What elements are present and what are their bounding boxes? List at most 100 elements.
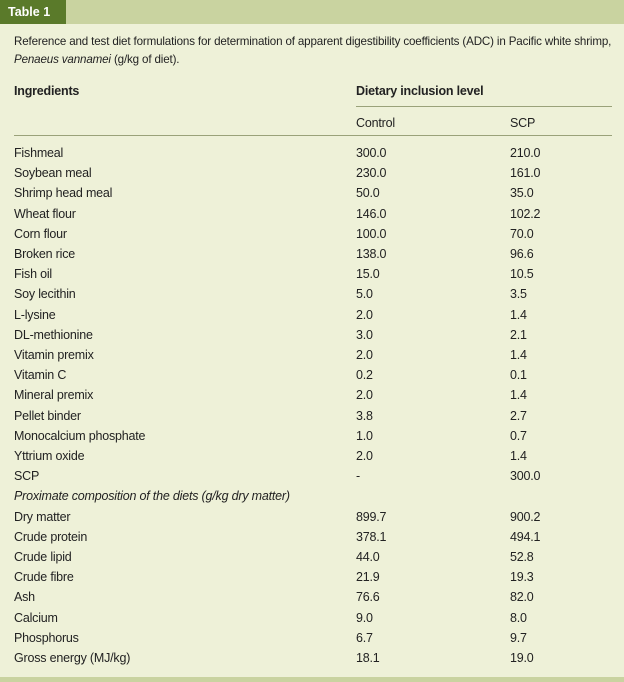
inclusion-rule (356, 106, 612, 107)
cell-ingredient: Soy lecithin (14, 287, 76, 301)
table-row: Vitamin premix 2.0 1.4 (0, 345, 624, 365)
header-control: Control (356, 116, 395, 130)
cell-ingredient: Monocalcium phosphate (14, 429, 146, 443)
cell-ingredient: Gross energy (MJ/kg) (14, 651, 131, 665)
cell-ingredient: Fishmeal (14, 146, 64, 160)
cell-ingredient: Vitamin premix (14, 348, 94, 362)
table-row: Crude lipid 44.0 52.8 (0, 547, 624, 567)
cell-scp: 1.4 (510, 348, 527, 362)
cell-scp: 1.4 (510, 388, 527, 402)
cell-scp: 1.4 (510, 449, 527, 463)
cell-ingredient: Corn flour (14, 227, 67, 241)
cell-control: 3.8 (356, 409, 373, 423)
cell-control: - (356, 469, 360, 483)
cell-scp: 494.1 (510, 530, 541, 544)
cell-scp: 70.0 (510, 227, 534, 241)
cell-scp: 300.0 (510, 469, 541, 483)
cell-control: 378.1 (356, 530, 387, 544)
table-row: Pellet binder 3.8 2.7 (0, 406, 624, 426)
cell-control: 138.0 (356, 247, 387, 261)
table-caption: Reference and test diet formulations for… (14, 33, 614, 69)
cell-ingredient: Broken rice (14, 247, 76, 261)
cell-ingredient: L-lysine (14, 308, 56, 322)
bottom-band (0, 677, 624, 682)
cell-scp: 10.5 (510, 267, 534, 281)
cell-ingredient: Yttrium oxide (14, 449, 85, 463)
cell-scp: 0.1 (510, 368, 527, 382)
table-row: Shrimp head meal 50.0 35.0 (0, 183, 624, 203)
cell-control: 9.0 (356, 611, 373, 625)
cell-scp: 9.7 (510, 631, 527, 645)
cell-scp: 52.8 (510, 550, 534, 564)
caption-suffix: (g/kg of diet). (110, 53, 180, 66)
cell-control: 15.0 (356, 267, 380, 281)
cell-ingredient: Phosphorus (14, 631, 79, 645)
cell-ingredient: Ash (14, 590, 35, 604)
table-row: Fishmeal 300.0 210.0 (0, 143, 624, 163)
cell-ingredient: Shrimp head meal (14, 186, 113, 200)
caption-species: Penaeus vannamei (14, 53, 111, 66)
cell-control: 2.0 (356, 449, 373, 463)
cell-control: 6.7 (356, 631, 373, 645)
cell-scp: 82.0 (510, 590, 534, 604)
cell-ingredient: Mineral premix (14, 388, 94, 402)
table-row: Mineral premix 2.0 1.4 (0, 385, 624, 405)
cell-scp: 1.4 (510, 308, 527, 322)
header-inclusion: Dietary inclusion level (356, 84, 484, 98)
cell-scp: 96.6 (510, 247, 534, 261)
cell-scp: 3.5 (510, 287, 527, 301)
cell-scp: 19.3 (510, 570, 534, 584)
cell-ingredient: SCP (14, 469, 40, 483)
cell-ingredient: Vitamin C (14, 368, 67, 382)
cell-control: 1.0 (356, 429, 373, 443)
cell-scp: 2.1 (510, 328, 527, 342)
cell-control: 18.1 (356, 651, 380, 665)
header-ingredients: Ingredients (14, 84, 80, 98)
table-row: Ash 76.6 82.0 (0, 587, 624, 607)
table-row: DL-methionine 3.0 2.1 (0, 325, 624, 345)
caption-text: Reference and test diet formulations for… (14, 35, 612, 48)
cell-scp: 102.2 (510, 207, 541, 221)
table-row: L-lysine 2.0 1.4 (0, 305, 624, 325)
table-row: Yttrium oxide 2.0 1.4 (0, 446, 624, 466)
cell-control: 100.0 (356, 227, 387, 241)
cell-scp: 19.0 (510, 651, 534, 665)
cell-ingredient: Wheat flour (14, 207, 76, 221)
cell-control: 300.0 (356, 146, 387, 160)
cell-scp: 8.0 (510, 611, 527, 625)
cell-scp: 2.7 (510, 409, 527, 423)
cell-ingredient: Pellet binder (14, 409, 81, 423)
table-row: Vitamin C 0.2 0.1 (0, 365, 624, 385)
proximate-section-label: Proximate composition of the diets (g/kg… (14, 489, 290, 503)
cell-control: 76.6 (356, 590, 380, 604)
cell-control: 146.0 (356, 207, 387, 221)
cell-control: 899.7 (356, 510, 387, 524)
cell-ingredient: Crude lipid (14, 550, 72, 564)
cell-ingredient: Soybean meal (14, 166, 92, 180)
header-rule (14, 135, 612, 136)
cell-control: 2.0 (356, 308, 373, 322)
table-row: Monocalcium phosphate 1.0 0.7 (0, 426, 624, 446)
table-row: Soy lecithin 5.0 3.5 (0, 284, 624, 304)
table-row: Broken rice 138.0 96.6 (0, 244, 624, 264)
cell-control: 0.2 (356, 368, 373, 382)
cell-ingredient: DL-methionine (14, 328, 93, 342)
cell-scp: 35.0 (510, 186, 534, 200)
cell-scp: 0.7 (510, 429, 527, 443)
table-row: Crude fibre 21.9 19.3 (0, 567, 624, 587)
top-band (0, 0, 624, 24)
cell-ingredient: Dry matter (14, 510, 71, 524)
cell-control: 44.0 (356, 550, 380, 564)
cell-ingredient: Crude protein (14, 530, 88, 544)
cell-scp: 210.0 (510, 146, 541, 160)
cell-control: 21.9 (356, 570, 380, 584)
cell-control: 2.0 (356, 348, 373, 362)
table-row: Fish oil 15.0 10.5 (0, 264, 624, 284)
table-label: Table 1 (0, 0, 66, 24)
table-row: Corn flour 100.0 70.0 (0, 224, 624, 244)
table-row: Phosphorus 6.7 9.7 (0, 628, 624, 648)
cell-ingredient: Calcium (14, 611, 58, 625)
cell-control: 50.0 (356, 186, 380, 200)
cell-ingredient: Crude fibre (14, 570, 74, 584)
table-row: Soybean meal 230.0 161.0 (0, 163, 624, 183)
